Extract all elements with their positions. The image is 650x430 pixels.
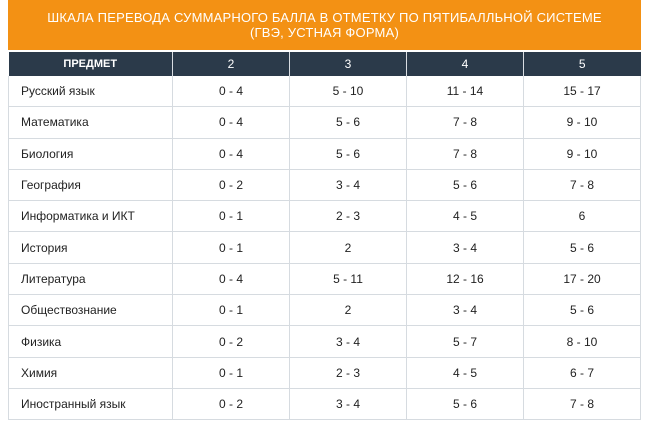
grade-3-cell: 5 - 6 — [289, 138, 407, 170]
grade-5-cell: 15 - 17 — [523, 76, 641, 108]
subject-cell: Иностранный язык — [8, 388, 173, 421]
grade-3-cell: 2 — [289, 294, 407, 327]
subject-cell: Физика — [8, 325, 173, 358]
grade-3-cell: 5 - 6 — [289, 106, 407, 139]
grade-2-cell: 0 - 1 — [172, 200, 290, 233]
subject-cell: Биология — [8, 138, 173, 170]
subject-cell: История — [8, 231, 173, 264]
header-grade-4: 4 — [406, 52, 524, 76]
grade-3-cell: 3 - 4 — [289, 388, 407, 421]
grade-5-cell: 6 — [523, 200, 641, 233]
grade-2-cell: 0 - 1 — [172, 231, 290, 264]
grade-5-cell: 9 - 10 — [523, 138, 641, 170]
grade-5-cell: 17 - 20 — [523, 263, 641, 296]
header-grade-2: 2 — [172, 52, 290, 76]
grade-2-cell: 0 - 1 — [172, 294, 290, 327]
grade-2-cell: 0 - 1 — [172, 357, 290, 389]
grade-3-cell: 5 - 11 — [289, 263, 407, 296]
grade-5-cell: 8 - 10 — [523, 325, 641, 358]
subject-cell: Обществознание — [8, 294, 173, 327]
grade-4-cell: 4 - 5 — [406, 200, 524, 233]
table-header-row: ПРЕДМЕТ 2 3 4 5 — [8, 52, 641, 76]
subject-cell: География — [8, 169, 173, 202]
grade-4-cell: 5 - 6 — [406, 169, 524, 202]
grade-4-cell: 11 - 14 — [406, 76, 524, 108]
grade-4-cell: 3 - 4 — [406, 294, 524, 327]
grade-3-cell: 2 - 3 — [289, 200, 407, 233]
grade-5-cell: 7 - 8 — [523, 169, 641, 202]
grade-2-cell: 0 - 4 — [172, 76, 290, 108]
subject-cell: Химия — [8, 357, 173, 389]
grade-4-cell: 5 - 6 — [406, 388, 524, 421]
grade-2-cell: 0 - 2 — [172, 325, 290, 358]
header-grade-3: 3 — [289, 52, 407, 76]
title-banner: ШКАЛА ПЕРЕВОДА СУММАРНОГО БАЛЛА В ОТМЕТК… — [8, 0, 641, 50]
subject-cell: Русский язык — [8, 76, 173, 108]
subject-cell: Математика — [8, 106, 173, 139]
title-line-2: (ГВЭ, УСТНАЯ ФОРМА) — [250, 25, 399, 40]
grade-3-cell: 5 - 10 — [289, 76, 407, 108]
header-grade-5: 5 — [523, 52, 641, 76]
grade-2-cell: 0 - 2 — [172, 388, 290, 421]
grade-4-cell: 7 - 8 — [406, 138, 524, 170]
grade-4-cell: 4 - 5 — [406, 357, 524, 389]
grade-2-cell: 0 - 4 — [172, 138, 290, 170]
grade-5-cell: 6 - 7 — [523, 357, 641, 389]
grade-3-cell: 2 - 3 — [289, 357, 407, 389]
subject-cell: Информатика и ИКТ — [8, 200, 173, 233]
grade-2-cell: 0 - 2 — [172, 169, 290, 202]
grade-5-cell: 5 - 6 — [523, 231, 641, 264]
grade-5-cell: 7 - 8 — [523, 388, 641, 421]
title-line-1: ШКАЛА ПЕРЕВОДА СУММАРНОГО БАЛЛА В ОТМЕТК… — [47, 10, 602, 25]
grade-4-cell: 3 - 4 — [406, 231, 524, 264]
grade-4-cell: 12 - 16 — [406, 263, 524, 296]
grade-3-cell: 3 - 4 — [289, 325, 407, 358]
grade-2-cell: 0 - 4 — [172, 263, 290, 296]
grade-5-cell: 5 - 6 — [523, 294, 641, 327]
grade-5-cell: 9 - 10 — [523, 106, 641, 139]
grade-3-cell: 2 — [289, 231, 407, 264]
grade-2-cell: 0 - 4 — [172, 106, 290, 139]
subject-cell: Литература — [8, 263, 173, 296]
header-subject: ПРЕДМЕТ — [8, 52, 173, 76]
grade-4-cell: 5 - 7 — [406, 325, 524, 358]
grade-4-cell: 7 - 8 — [406, 106, 524, 139]
grade-3-cell: 3 - 4 — [289, 169, 407, 202]
